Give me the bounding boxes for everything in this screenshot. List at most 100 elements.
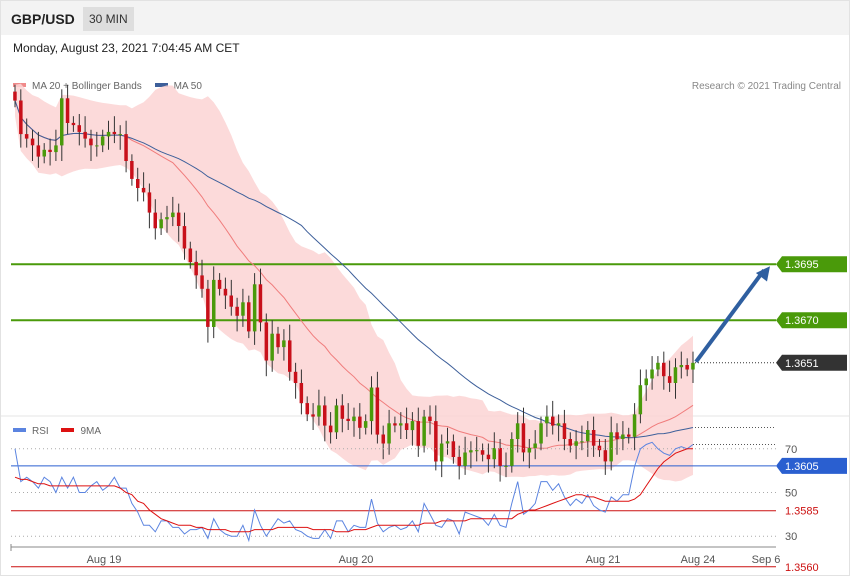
legend-rsi-ma: 9MA [61, 426, 101, 437]
candle-body [603, 450, 608, 462]
candle-body [171, 212, 175, 218]
candle-body [247, 302, 251, 332]
candle-body [568, 439, 572, 446]
level-tag [776, 312, 847, 329]
symbol-title: GBP/USD [11, 11, 75, 27]
projection-arrow [694, 269, 766, 363]
candle-body [340, 405, 345, 419]
candle-body [346, 418, 350, 421]
candle-body [556, 423, 561, 426]
price-panel: 1.3695 1.3670 1.3651 1.3605 1.3585 1.3560 [11, 83, 847, 574]
candle-body [293, 371, 298, 383]
candle-body [486, 454, 491, 460]
candle-body [363, 421, 368, 428]
candle-body [685, 365, 689, 370]
rsi-ma-swatch [61, 428, 75, 433]
candle-body [650, 369, 654, 379]
candle-body [498, 448, 502, 466]
candle-body [165, 217, 169, 220]
x-tick-label: Sep 6 [752, 554, 781, 566]
candle-body [42, 149, 46, 157]
candle-body [19, 100, 23, 135]
candle-body [212, 279, 216, 327]
candle-body [387, 423, 391, 444]
candle-body [621, 434, 625, 439]
research-credit: Research © 2021 Trading Central [691, 81, 841, 92]
candle-body [586, 430, 590, 442]
rsi-ma-line [14, 448, 693, 533]
candle-body [235, 306, 239, 316]
candle-body [597, 445, 602, 451]
candle-body [194, 261, 198, 276]
level-tag [776, 354, 847, 371]
candle-body [206, 288, 210, 327]
candle-body [100, 136, 105, 146]
candle-body [124, 134, 128, 161]
candle-body [200, 275, 204, 289]
candle-body [89, 138, 93, 146]
level-label: 1.3560 [785, 562, 819, 574]
candle-body [305, 403, 309, 415]
level-label: 1.3670 [785, 315, 819, 327]
candle-body [13, 91, 17, 101]
candle-body [328, 425, 333, 433]
candle-body [539, 423, 543, 444]
chart-header: GBP/USD 30 MIN [1, 1, 849, 35]
candle-body [445, 441, 450, 444]
bollinger-band [15, 83, 693, 482]
candle-body [182, 226, 187, 249]
level-tag [776, 256, 847, 273]
candle-body [510, 439, 514, 466]
x-tick-label: Aug 19 [87, 554, 122, 566]
candle-body [264, 322, 269, 361]
ma20-line [14, 100, 694, 449]
candle-body [434, 421, 438, 462]
level-label: 1.3651 [785, 358, 819, 370]
timeframe-badge[interactable]: 30 MIN [83, 7, 134, 31]
candle-body [276, 333, 280, 348]
candle-body [241, 302, 245, 316]
candle-body [580, 441, 584, 443]
candle-body [574, 441, 578, 446]
candle-body [71, 122, 76, 126]
candle-body [475, 450, 479, 452]
candle-body [627, 434, 631, 437]
candle-body [65, 98, 70, 123]
legend-rsi-label: RSI [32, 426, 49, 437]
candle-body [311, 414, 315, 417]
candle-body [615, 432, 619, 439]
candle-body [299, 383, 304, 404]
candle-body [36, 145, 41, 157]
candle-body [457, 456, 461, 466]
candle-body [112, 131, 117, 135]
candle-body [369, 387, 374, 422]
candle-body [609, 432, 613, 462]
candle-body [638, 385, 643, 415]
legend-rsi: RSI [13, 426, 49, 437]
candle-body [504, 465, 508, 467]
candle-body [118, 134, 122, 136]
candle-body [562, 423, 567, 439]
legend-ma50: MA 50 [154, 81, 202, 92]
candle-body [136, 179, 140, 188]
rsi-legend: RSI 9MA [13, 426, 111, 437]
candle-body [159, 219, 163, 229]
level-label: 1.3585 [785, 506, 819, 518]
candle-body [288, 340, 292, 372]
candle-body [410, 421, 415, 431]
candle-body [375, 387, 380, 435]
candle-body [533, 443, 537, 448]
legend-rsi-ma-label: 9MA [80, 426, 102, 437]
candle-body [282, 340, 286, 348]
candle-body [521, 423, 526, 453]
candle-body [527, 448, 532, 453]
candle-body [130, 161, 134, 179]
candle-body [48, 149, 52, 152]
candle-body [691, 362, 695, 370]
candle-body [428, 416, 432, 422]
candle-body [679, 365, 684, 368]
candle-body [422, 416, 426, 446]
candle-body [258, 284, 263, 323]
rsi-tick-label: 50 [785, 488, 797, 500]
